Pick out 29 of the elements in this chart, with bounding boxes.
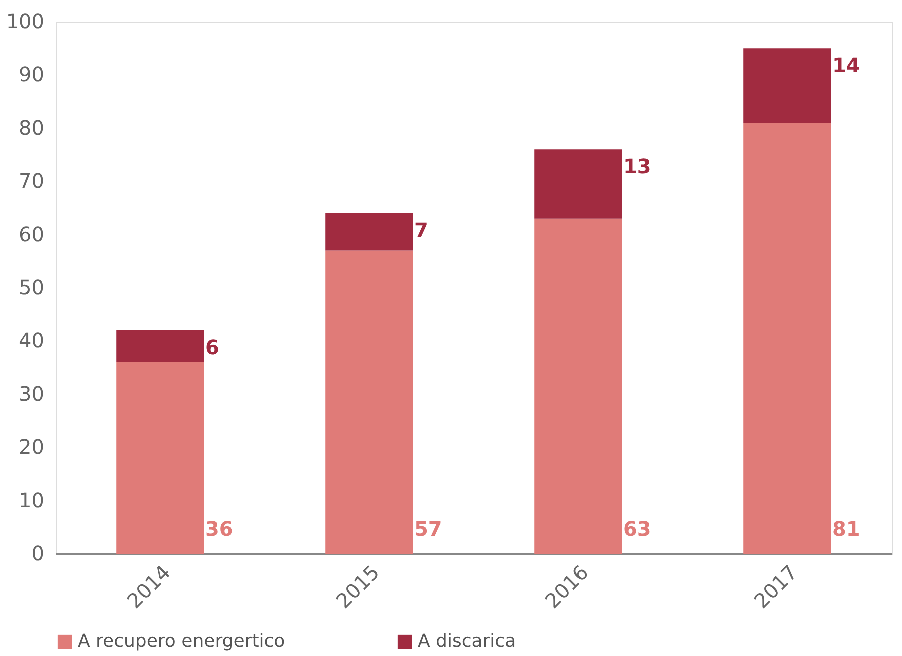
bar xyxy=(534,218,622,554)
y-tick-label: 50 xyxy=(19,276,44,300)
bar xyxy=(326,250,414,554)
bar xyxy=(326,214,414,251)
data-label: 6 xyxy=(206,336,220,360)
y-tick-label: 80 xyxy=(19,116,44,140)
bar xyxy=(744,123,832,554)
y-tick-label: 70 xyxy=(19,169,44,194)
y-tick-label: 60 xyxy=(19,222,44,246)
y-tick-label: 90 xyxy=(19,62,44,87)
data-label: 63 xyxy=(624,517,652,541)
data-label: 57 xyxy=(414,517,442,541)
y-tick-label: 30 xyxy=(19,382,44,406)
y-tick-label: 0 xyxy=(32,542,44,566)
data-label: 7 xyxy=(414,218,428,243)
y-tick-label: 10 xyxy=(19,488,44,512)
data-label: 36 xyxy=(206,517,234,541)
legend-label: A discarica xyxy=(418,631,516,652)
bar xyxy=(534,150,622,219)
bar xyxy=(116,362,204,554)
bar xyxy=(116,330,204,362)
data-label: 81 xyxy=(832,517,860,541)
y-tick-label: 100 xyxy=(6,10,44,34)
legend-label: A recupero energertico xyxy=(78,631,286,652)
data-label: 14 xyxy=(832,54,860,78)
bar xyxy=(744,48,832,124)
data-label: 13 xyxy=(624,154,652,179)
y-tick-label: 40 xyxy=(19,328,44,353)
y-tick-label: 20 xyxy=(19,435,44,460)
